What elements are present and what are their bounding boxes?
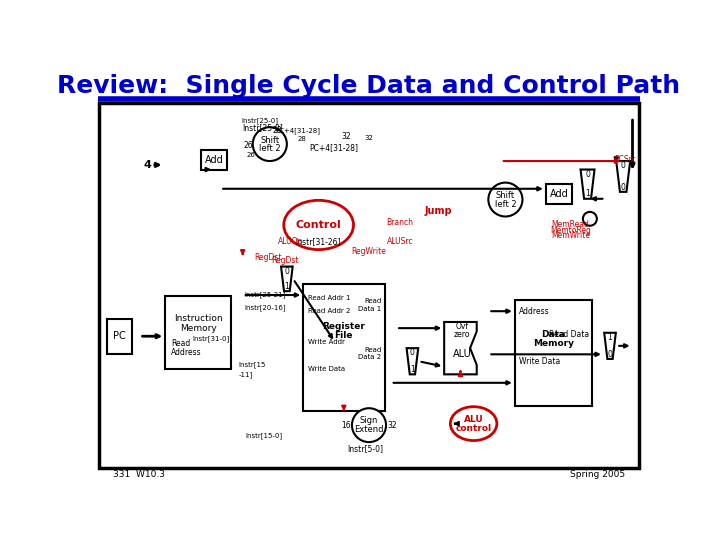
Bar (165, 296, 231, 369)
Text: Extend: Extend (354, 426, 384, 434)
Text: Control: Control (296, 220, 341, 230)
Text: Add: Add (549, 189, 568, 199)
Text: Instruction: Instruction (174, 314, 222, 323)
Text: RegDst: RegDst (271, 256, 299, 265)
Text: 1: 1 (284, 282, 289, 291)
Text: Address: Address (171, 348, 202, 356)
Text: Instr[25-21]: Instr[25-21] (245, 292, 286, 299)
Text: Data 1: Data 1 (358, 306, 382, 312)
Bar (201, 150, 228, 170)
Text: Read Addr 2: Read Addr 2 (307, 308, 350, 314)
Text: Shift: Shift (496, 191, 515, 200)
Bar (107, 319, 132, 354)
Text: Read: Read (364, 347, 382, 353)
Text: MemRead: MemRead (552, 220, 590, 230)
Text: 16: 16 (341, 421, 351, 430)
Text: 0: 0 (284, 267, 289, 275)
Circle shape (352, 408, 386, 442)
Text: PC: PC (113, 331, 126, 341)
Polygon shape (604, 333, 616, 359)
Text: PC+4[31-28]: PC+4[31-28] (275, 127, 320, 134)
Text: ALUOp: ALUOp (279, 238, 304, 246)
Polygon shape (444, 322, 477, 374)
Text: Read: Read (171, 339, 191, 348)
Text: 0: 0 (621, 161, 626, 170)
Text: RegWrite: RegWrite (351, 247, 387, 256)
Text: Read Addr 1: Read Addr 1 (307, 295, 350, 301)
Text: 1: 1 (585, 189, 590, 198)
Circle shape (253, 127, 287, 161)
Text: Instr[25-0]: Instr[25-0] (241, 118, 278, 124)
Text: MemtoReg: MemtoReg (550, 226, 591, 235)
Text: Ovf: Ovf (456, 322, 469, 331)
Text: Address: Address (519, 307, 550, 316)
Text: ALU: ALU (464, 415, 484, 423)
Text: 28: 28 (298, 136, 307, 141)
Text: Memory: Memory (180, 325, 217, 333)
Text: Sign: Sign (360, 416, 378, 425)
Text: left 2: left 2 (495, 200, 516, 208)
Text: 32: 32 (364, 135, 374, 141)
Text: File: File (335, 332, 353, 340)
Text: MemWrite: MemWrite (551, 231, 590, 240)
Text: zero: zero (454, 330, 470, 339)
Bar (303, 284, 384, 411)
Text: Jump: Jump (425, 206, 453, 216)
Bar (515, 300, 593, 406)
Text: 0: 0 (621, 183, 626, 192)
Polygon shape (407, 348, 418, 374)
Circle shape (583, 212, 597, 226)
Text: 32: 32 (387, 421, 397, 430)
Text: Data 2: Data 2 (359, 354, 382, 360)
Ellipse shape (451, 407, 497, 441)
Text: Register: Register (323, 322, 365, 331)
Text: Instr[31-0]: Instr[31-0] (192, 335, 230, 341)
Text: Write Addr: Write Addr (307, 339, 345, 345)
Text: PCSrc: PCSrc (614, 155, 636, 164)
Text: 0: 0 (585, 171, 590, 179)
Text: control: control (456, 424, 492, 433)
Text: 26: 26 (247, 152, 256, 158)
Text: 32: 32 (341, 132, 351, 141)
Text: RegDst: RegDst (254, 253, 282, 262)
Text: Instr[15-0]: Instr[15-0] (245, 433, 282, 440)
Text: Instr[5-0]: Instr[5-0] (347, 444, 383, 453)
Text: ALU: ALU (453, 349, 472, 359)
Text: Add: Add (204, 154, 223, 165)
Text: 4: 4 (143, 160, 151, 170)
Text: Instr[31-26]: Instr[31-26] (295, 238, 341, 246)
Text: 28: 28 (273, 126, 282, 135)
Text: Write Data: Write Data (307, 366, 345, 372)
Text: 1: 1 (410, 365, 415, 374)
Text: Shift: Shift (260, 136, 279, 145)
Text: Instr[20-16]: Instr[20-16] (245, 305, 286, 312)
Polygon shape (616, 161, 630, 192)
Ellipse shape (284, 200, 354, 249)
Text: Memory: Memory (533, 339, 574, 348)
Text: Instr[25-0]: Instr[25-0] (243, 123, 284, 132)
Text: ALUSrc: ALUSrc (387, 238, 413, 246)
Text: Data: Data (541, 330, 565, 339)
Text: 0: 0 (608, 350, 613, 359)
Polygon shape (281, 267, 292, 291)
Circle shape (488, 183, 523, 217)
Text: 1: 1 (608, 333, 613, 342)
Text: Branch: Branch (387, 218, 413, 227)
Bar (546, 184, 572, 204)
Text: Read: Read (364, 298, 382, 304)
Polygon shape (580, 170, 595, 199)
Text: Read Data: Read Data (549, 330, 589, 339)
Text: -11]: -11] (239, 371, 253, 377)
Text: PC+4[31-28]: PC+4[31-28] (310, 143, 359, 152)
Text: 0: 0 (410, 348, 415, 357)
Text: Review:  Single Cycle Data and Control Path: Review: Single Cycle Data and Control Pa… (58, 75, 680, 98)
Text: Spring 2005: Spring 2005 (570, 470, 625, 479)
Bar (99, 103, 639, 468)
Text: Instr[15: Instr[15 (239, 362, 266, 368)
Text: 331  W10.3: 331 W10.3 (113, 470, 166, 479)
Text: left 2: left 2 (259, 144, 281, 153)
Text: Write Data: Write Data (519, 357, 561, 366)
Text: 26: 26 (243, 141, 253, 150)
